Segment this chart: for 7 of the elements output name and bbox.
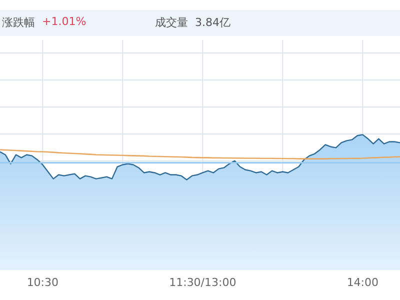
text: 成交量 — [155, 15, 188, 30]
text: 涨跌幅 — [2, 15, 35, 30]
x-tick-label: 10:30 — [26, 276, 59, 289]
text: 3.84亿 — [195, 15, 230, 30]
text: +1.01% — [42, 15, 86, 28]
x-tick-label: 11:30/13:00 — [169, 276, 236, 289]
x-tick-label: 14:00 — [346, 276, 379, 289]
